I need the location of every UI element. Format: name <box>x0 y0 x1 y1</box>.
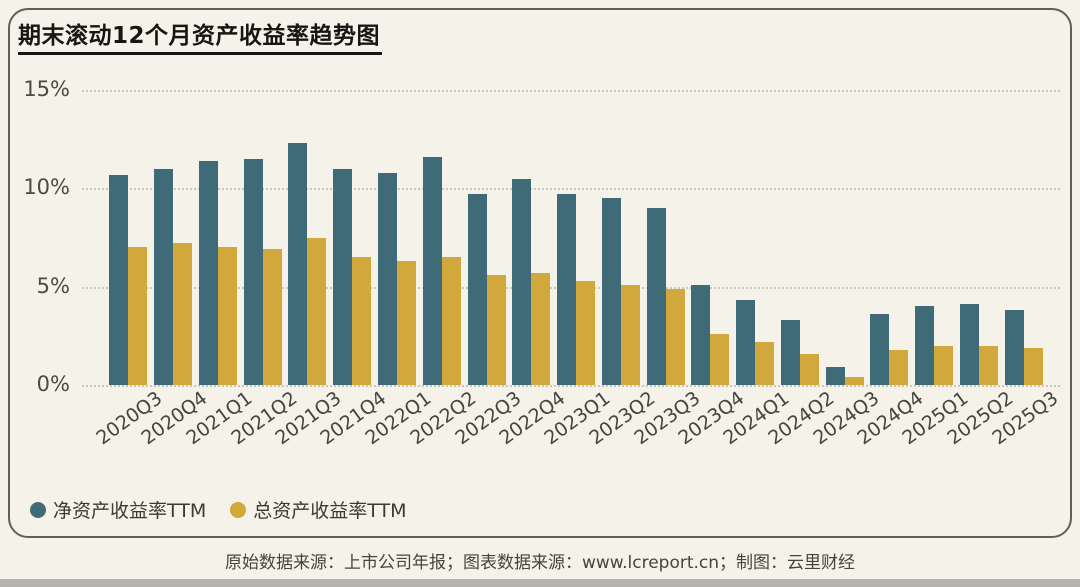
bar-净资产收益率TTM-2022Q2 <box>422 156 442 385</box>
gridline <box>82 90 1060 92</box>
bar-净资产收益率TTM-2024Q3 <box>825 367 845 385</box>
bar-group-2022Q3: 2022Q3 <box>451 90 525 449</box>
bar-总资产收益率TTM-2024Q3 <box>844 377 864 385</box>
bar-总资产收益率TTM-2023Q3 <box>665 288 685 385</box>
bar-group-2021Q2: 2021Q2 <box>227 90 301 449</box>
bar-总资产收益率TTM-2021Q1 <box>217 247 237 385</box>
bar-净资产收益率TTM-2020Q4 <box>154 168 174 385</box>
bar-group-2024Q4: 2024Q4 <box>854 90 928 449</box>
bar-净资产收益率TTM-2021Q1 <box>198 160 218 385</box>
bar-总资产收益率TTM-2021Q4 <box>352 257 372 385</box>
bar-group-2021Q1: 2021Q1 <box>182 90 256 449</box>
bar-group-2020Q3: 2020Q3 <box>93 90 167 449</box>
bar-净资产收益率TTM-2025Q3 <box>1004 310 1024 385</box>
legend-dot-teal-icon <box>30 501 46 518</box>
bar-总资产收益率TTM-2023Q4 <box>710 333 730 385</box>
bar-group-2023Q1: 2023Q1 <box>540 90 614 449</box>
bar-净资产收益率TTM-2022Q4 <box>512 178 532 385</box>
bar-group-2025Q2: 2025Q2 <box>943 90 1017 449</box>
bar-group-2022Q2: 2022Q2 <box>406 90 480 449</box>
bar-总资产收益率TTM-2021Q3 <box>307 237 327 385</box>
bar-净资产收益率TTM-2024Q2 <box>780 320 800 385</box>
bar-总资产收益率TTM-2024Q4 <box>889 349 909 385</box>
bar-group-2024Q2: 2024Q2 <box>764 90 838 449</box>
y-axis-tick-label: 0% <box>36 372 70 397</box>
bar-净资产收益率TTM-2024Q4 <box>870 314 890 385</box>
gridline <box>82 188 1060 191</box>
bar-总资产收益率TTM-2023Q2 <box>620 284 640 385</box>
legend-label-roe-ttm: 净资产收益率TTM <box>53 500 207 522</box>
bar-总资产收益率TTM-2022Q2 <box>441 257 461 385</box>
legend: 净资产收益率TTM 总资产收益率TTM <box>30 496 407 523</box>
bar-净资产收益率TTM-2021Q3 <box>288 143 308 385</box>
bar-总资产收益率TTM-2024Q1 <box>755 341 775 385</box>
y-axis-tick-label: 5% <box>36 273 70 298</box>
bar-group-2023Q3: 2023Q3 <box>630 90 704 449</box>
bar-净资产收益率TTM-2025Q1 <box>915 306 935 385</box>
bar-group-2021Q3: 2021Q3 <box>272 90 346 449</box>
bar-总资产收益率TTM-2024Q2 <box>799 353 819 385</box>
bottom-strip <box>0 579 1080 587</box>
chart-card: 期末滚动12个月资产收益率趋势图 15% 10% 5% 0% 2020Q3 2020Q4… <box>8 8 1072 538</box>
bar-总资产收益率TTM-2025Q3 <box>1023 347 1043 385</box>
bar-总资产收益率TTM-2022Q1 <box>396 261 416 385</box>
legend-item-roa-ttm: 总资产收益率TTM <box>230 496 407 523</box>
bar-总资产收益率TTM-2021Q2 <box>262 249 282 385</box>
bar-group-2025Q1: 2025Q1 <box>899 90 973 449</box>
bar-group-2024Q1: 2024Q1 <box>720 90 793 449</box>
bar-group-2022Q1: 2022Q1 <box>361 90 435 449</box>
y-axis-tick-label: 10% <box>23 175 70 200</box>
data-source-note: 原始数据来源：上市公司年报；图表数据来源：www.lcreport.cn；制图：… <box>224 553 856 573</box>
bar-总资产收益率TTM-2025Q2 <box>978 345 998 385</box>
bar-净资产收益率TTM-2022Q1 <box>377 172 397 385</box>
bar-净资产收益率TTM-2023Q1 <box>557 194 577 385</box>
legend-item-roe-ttm: 净资产收益率TTM <box>30 496 206 523</box>
bar-净资产收益率TTM-2021Q4 <box>333 168 353 385</box>
bar-净资产收益率TTM-2021Q2 <box>243 158 263 385</box>
y-axis: 15% 10% 5% 0% <box>10 79 70 395</box>
y-axis-tick-label: 15% <box>23 77 70 102</box>
bar-group-2023Q2: 2023Q2 <box>585 90 659 449</box>
bar-净资产收益率TTM-2023Q3 <box>646 208 666 385</box>
bar-group-2023Q4: 2023Q4 <box>675 90 749 449</box>
bar-group-2025Q3: 2025Q3 <box>988 90 1062 449</box>
bar-group-2021Q4: 2021Q4 <box>317 90 391 449</box>
bar-净资产收益率TTM-2020Q3 <box>109 174 129 385</box>
bar-净资产收益率TTM-2024Q1 <box>736 300 756 385</box>
bar-总资产收益率TTM-2025Q1 <box>934 345 954 385</box>
bars-row: 2020Q3 2020Q4 2021Q1 2021Q2 2021Q3 2021Q4 2022… <box>93 90 1062 449</box>
bar-净资产收益率TTM-2025Q2 <box>959 304 979 385</box>
bar-总资产收益率TTM-2022Q4 <box>531 272 551 385</box>
bar-总资产收益率TTM-2022Q3 <box>486 274 506 385</box>
bar-group-2024Q3: 2024Q3 <box>809 90 883 449</box>
bar-group-2022Q4: 2022Q4 <box>496 90 570 449</box>
bar-总资产收益率TTM-2023Q1 <box>576 280 596 385</box>
bar-总资产收益率TTM-2020Q3 <box>128 247 148 385</box>
bar-净资产收益率TTM-2023Q2 <box>601 198 621 385</box>
bar-group-2020Q4: 2020Q4 <box>138 90 211 449</box>
legend-dot-gold-icon <box>230 501 247 518</box>
bar-净资产收益率TTM-2022Q3 <box>467 194 487 385</box>
bar-净资产收益率TTM-2023Q4 <box>691 284 711 385</box>
chart-title: 期末滚动12个月资产收益率趋势图 <box>18 16 383 55</box>
plot-area: 2020Q3 2020Q4 2021Q1 2021Q2 2021Q3 2021Q4 2022… <box>82 90 1062 449</box>
bar-总资产收益率TTM-2020Q4 <box>173 243 193 385</box>
legend-label-roa-ttm: 总资产收益率TTM <box>253 500 407 522</box>
gridline <box>82 385 1060 387</box>
